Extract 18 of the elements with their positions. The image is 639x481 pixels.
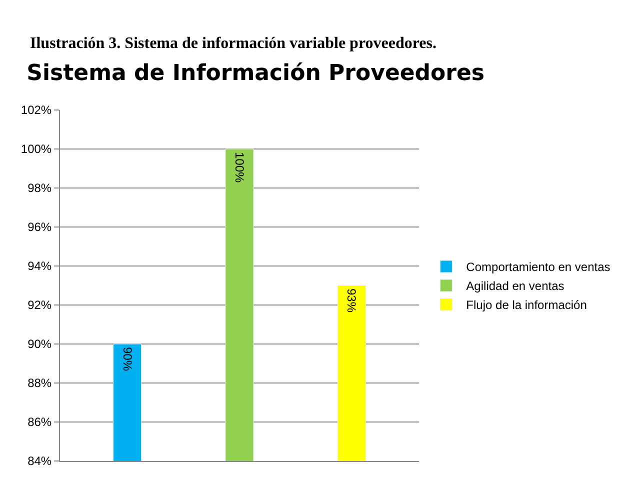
- y-tick-label: 102%: [20, 103, 52, 118]
- legend-label: Flujo de la información: [466, 298, 587, 312]
- y-tick-label: 94%: [28, 259, 52, 274]
- legend-label: Agilidad en ventas: [466, 279, 564, 294]
- data-label: 90%: [120, 347, 134, 372]
- y-tick-label: 98%: [28, 181, 52, 196]
- data-label: 93%: [344, 288, 359, 313]
- y-tick-label: 92%: [28, 298, 52, 312]
- y-tick-label: 96%: [28, 220, 52, 234]
- y-tick-label: 88%: [28, 376, 52, 390]
- y-tick-label: 90%: [28, 337, 52, 352]
- y-tick-label: 100%: [20, 142, 52, 156]
- legend-label: Comportamiento en ventas: [466, 260, 610, 274]
- y-tick-label: 84%: [28, 454, 52, 468]
- text: Ilustración 3. Sistema de información variable proveedores.: [30, 35, 436, 52]
- chart-title: Sistema de Información Proveedores: [26, 60, 485, 86]
- y-tick-label: 86%: [28, 415, 52, 430]
- data-label: 100%: [232, 152, 246, 184]
